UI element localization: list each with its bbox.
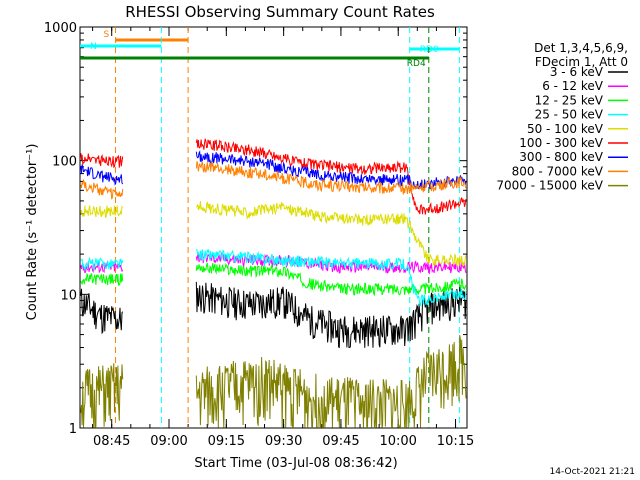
y-axis-label: Count Rate (s⁻¹ detector⁻¹) [25,144,40,321]
plot-area: 1 10 100 1000 08:45 09:00 09:15 09:30 09:45 10:00… [44,21,474,449]
legend-entry-label: 300 - 800 keV [519,150,603,164]
y-tick-label: 10 [60,288,77,303]
legend-entry-label: 25 - 50 keV [535,108,604,122]
legend-entry-label: 6 - 12 keV [542,79,604,93]
x-tick-label: 10:15 [437,434,474,449]
y-tick-label: 1 [69,422,77,437]
series-line [80,262,467,297]
legend-header: Det 1,3,4,5,6,9, [534,41,628,55]
legend-header: FDecim 1, Att 0 [535,55,628,69]
series-line [80,248,467,307]
x-tick-label: 10:00 [379,434,416,449]
x-tick-label: 09:45 [322,434,359,449]
x-tick-label: 09:15 [208,434,245,449]
series-line [80,138,467,215]
flag-label: RD4 [407,59,426,69]
legend-entry-label: 800 - 7000 keV [512,164,604,178]
legend-entry-label: 50 - 100 keV [527,122,604,136]
x-tick-label: 09:00 [150,434,187,449]
legend-entry-label: 7000 - 15000 keV [496,179,603,193]
series-line [80,161,467,200]
flag-label: S [104,30,110,40]
plot-frame [79,26,468,429]
chart-title: RHESSI Observing Summary Count Rates [125,3,435,21]
x-axis-label: Start Time (03-Jul-08 08:36:42) [194,456,397,471]
x-tick-label: 08:45 [93,434,130,449]
legend-entry-label: 12 - 25 keV [535,93,604,107]
y-tick-label: 1000 [44,21,77,36]
x-tick-label: 09:30 [265,434,302,449]
legend: Det 1,3,4,5,6,9,FDecim 1, Att 03 - 6 keV… [496,41,628,193]
legend-entry-label: 3 - 6 keV [550,65,604,79]
footer-date: 14-Oct-2021 21:21 [550,467,635,477]
series-line [80,335,467,429]
series-line [80,281,467,349]
y-tick-label: 100 [52,155,77,170]
flag-label: N [90,42,97,52]
legend-entry-label: 100 - 300 keV [519,136,603,150]
series-line [80,200,467,267]
